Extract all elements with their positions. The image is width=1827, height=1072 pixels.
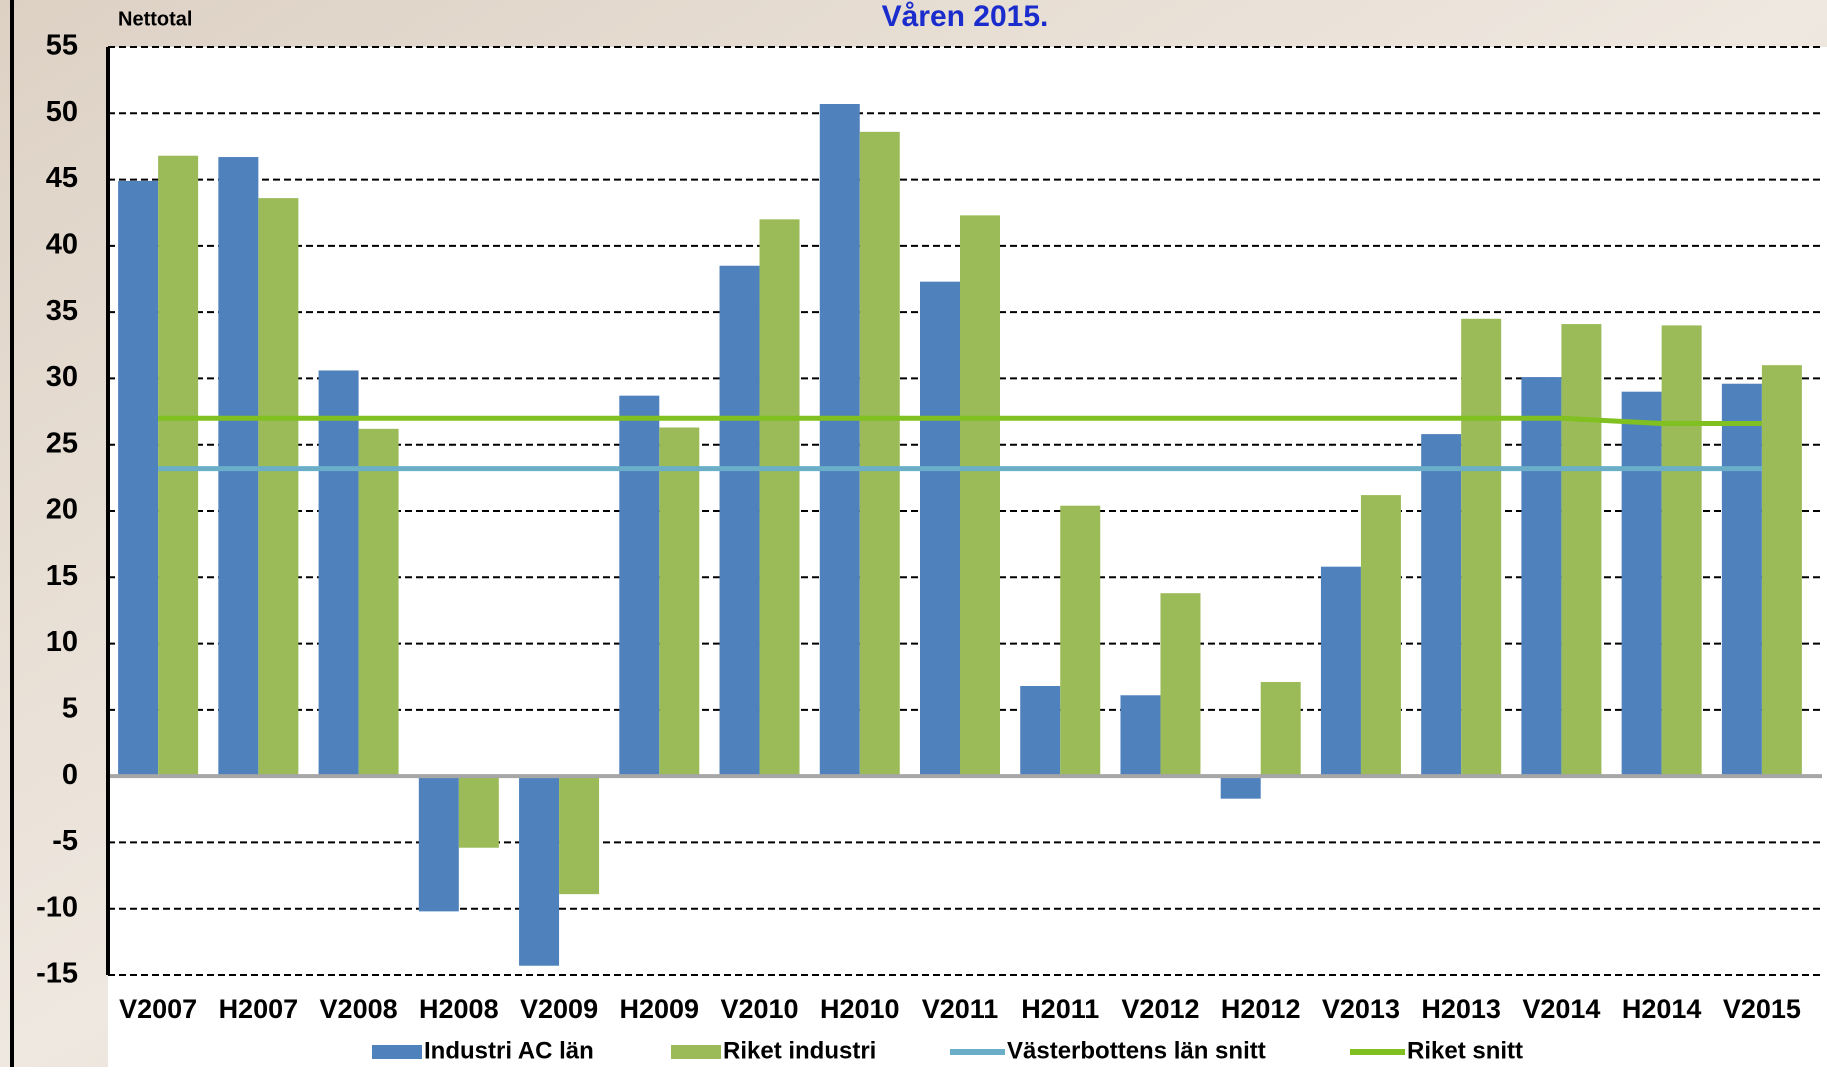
chart-title: Våren 2015. — [882, 0, 1049, 33]
x-tick-label: V2009 — [520, 994, 598, 1024]
x-tick-label: H2010 — [820, 994, 900, 1024]
x-tick-label: V2014 — [1522, 994, 1600, 1024]
bar — [819, 104, 860, 777]
y-tick-label: 0 — [62, 759, 78, 791]
y-tick-label: -10 — [36, 891, 78, 923]
y-tick-label: 40 — [46, 229, 78, 261]
x-tick-label: V2007 — [119, 994, 197, 1024]
bar — [158, 155, 199, 777]
bar — [1220, 776, 1261, 799]
bar — [358, 428, 399, 777]
y-tick-label: 50 — [46, 96, 78, 128]
y-tick-label: 55 — [46, 30, 78, 62]
x-tick-label: H2008 — [419, 994, 499, 1024]
bar — [118, 180, 159, 777]
bar — [1020, 685, 1061, 777]
x-tick-label: V2011 — [922, 994, 999, 1024]
x-tick-label: H2009 — [620, 994, 700, 1024]
y-tick-label: 35 — [46, 295, 78, 327]
bar — [1561, 324, 1602, 777]
bar — [1421, 434, 1462, 777]
x-tick-label: V2012 — [1121, 994, 1199, 1024]
bar — [719, 265, 760, 777]
y-axis-label: Nettotal — [118, 8, 192, 30]
x-tick-label: H2007 — [219, 994, 299, 1024]
bar — [318, 370, 359, 777]
bar — [258, 198, 299, 777]
bar — [559, 776, 600, 895]
y-tick-label: -15 — [36, 958, 78, 990]
legend-swatch — [671, 1045, 721, 1059]
y-tick-label: -5 — [52, 825, 78, 857]
bar — [1160, 593, 1201, 777]
legend-label: Riket snitt — [1407, 1037, 1523, 1064]
bar — [1120, 695, 1161, 777]
legend-label: Riket industri — [723, 1037, 876, 1064]
bar — [1360, 495, 1401, 777]
legend-label: Industri AC län — [424, 1037, 594, 1064]
bar — [519, 776, 560, 966]
bar — [759, 219, 800, 777]
x-tick-label: H2012 — [1221, 994, 1301, 1024]
line-series — [158, 415, 1762, 427]
bar — [1621, 391, 1662, 777]
bar — [1260, 682, 1301, 777]
bar — [920, 281, 960, 777]
bar — [1521, 377, 1562, 777]
bar — [659, 427, 700, 777]
bar — [619, 395, 660, 777]
y-tick-label: 15 — [46, 560, 78, 592]
bar — [418, 776, 459, 912]
bar — [1761, 365, 1802, 777]
y-tick-label: 25 — [46, 427, 78, 459]
x-tick-label: H2013 — [1421, 994, 1501, 1024]
x-tick-label: H2011 — [1021, 994, 1099, 1024]
legend-label: Västerbottens län snitt — [1007, 1037, 1266, 1064]
y-tick-label: 30 — [46, 361, 78, 393]
x-tick-label: V2008 — [320, 994, 398, 1024]
bar — [1461, 318, 1502, 777]
bar — [859, 131, 900, 777]
x-tick-label: V2013 — [1322, 994, 1400, 1024]
bar — [1661, 325, 1702, 777]
y-tick-label: 20 — [46, 494, 78, 526]
bar — [458, 776, 499, 848]
y-tick-label: 45 — [46, 162, 78, 194]
bar — [1721, 383, 1762, 777]
bar — [1320, 566, 1361, 777]
y-tick-label: 10 — [46, 626, 78, 658]
bar — [1060, 505, 1101, 777]
x-tick-label: V2010 — [720, 994, 798, 1024]
x-tick-label: H2014 — [1622, 994, 1702, 1024]
bar — [960, 215, 1000, 777]
y-tick-label: 5 — [62, 693, 78, 725]
legend-swatch — [372, 1045, 422, 1059]
x-tick-label: V2015 — [1723, 994, 1801, 1024]
